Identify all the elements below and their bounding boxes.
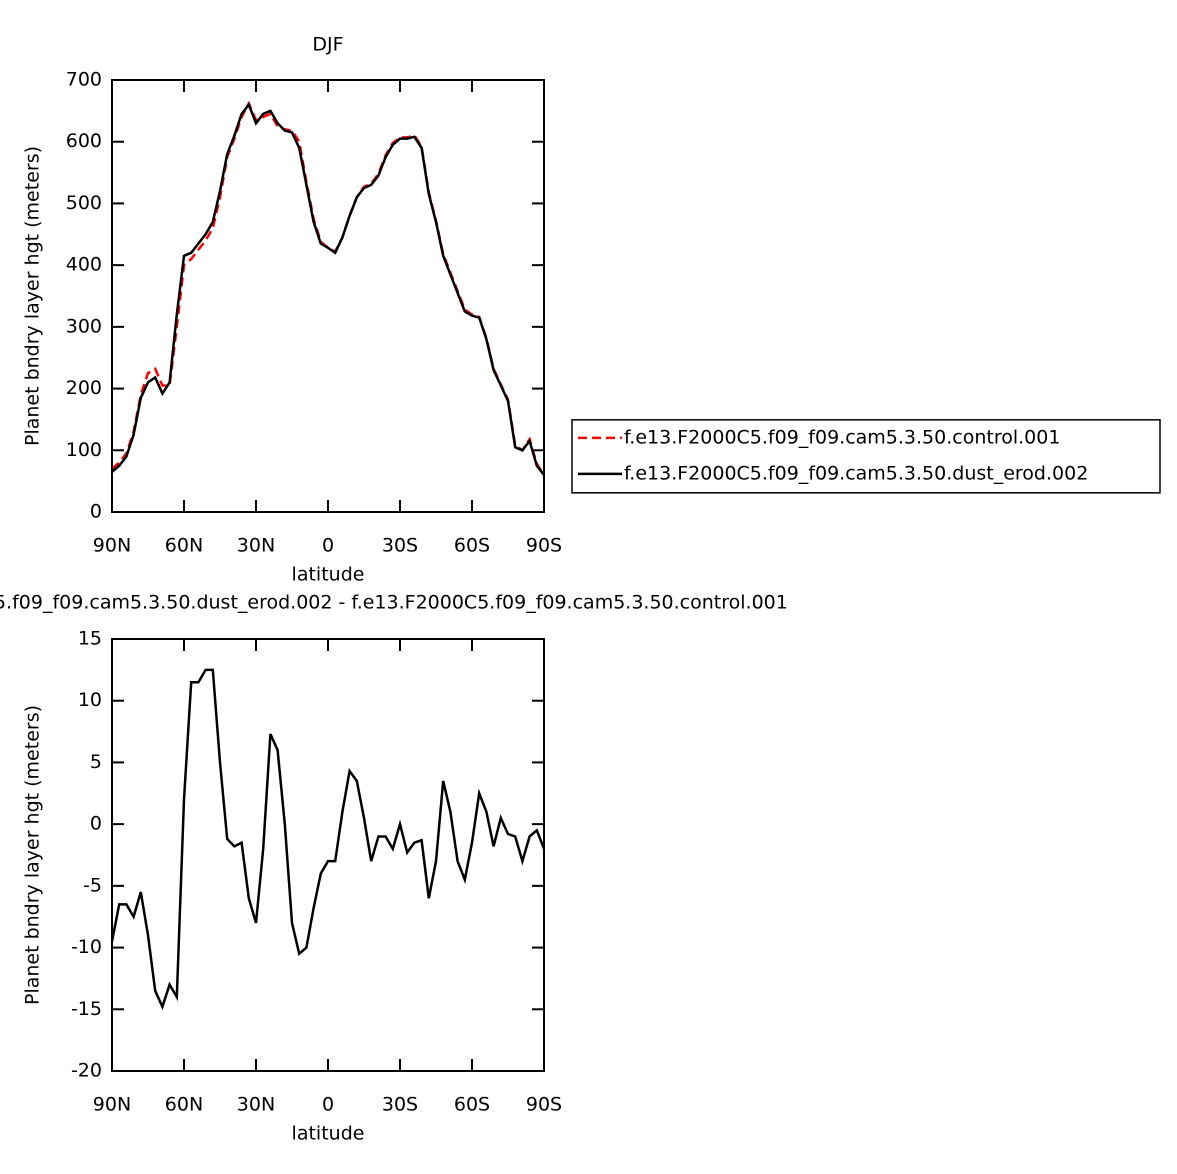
legend-label: f.e13.F2000C5.f09_f09.cam5.3.50.control.… <box>624 426 1060 448</box>
plot-frame <box>111 79 545 513</box>
y-tick-label: -15 <box>71 998 102 1020</box>
x-tick-label: 60N <box>165 1094 203 1116</box>
y-tick-label: -5 <box>83 874 102 896</box>
y-tick-label: -10 <box>71 936 102 958</box>
x-tick-label: 90S <box>526 1094 562 1116</box>
y-tick-label: 10 <box>78 689 102 711</box>
x-tick-label: 90N <box>93 1094 131 1116</box>
x-tick-label: 90N <box>93 535 131 557</box>
chart-title: f.e13.F2000C5.f09_f09.cam5.3.50.dust_ero… <box>0 592 788 614</box>
y-tick-label: -20 <box>71 1060 102 1082</box>
x-tick-label: 60S <box>454 535 490 557</box>
y-tick-label: 600 <box>66 130 102 152</box>
plot-frame <box>111 638 545 1072</box>
y-tick-label: 300 <box>66 315 102 337</box>
y-axis-label: Planet bndry layer hgt (meters) <box>22 146 44 446</box>
legend-box <box>571 419 1161 494</box>
x-tick-label: 30S <box>382 535 418 557</box>
y-tick-label: 100 <box>66 439 102 461</box>
chart-title: DJF <box>312 34 343 56</box>
legend-label: f.e13.F2000C5.f09_f09.cam5.3.50.dust_ero… <box>624 462 1088 484</box>
data-line <box>110 668 546 1011</box>
x-tick-label: 0 <box>322 535 334 557</box>
data-line <box>111 100 546 476</box>
y-tick-label: 0 <box>90 813 102 835</box>
y-tick-label: 500 <box>66 192 102 214</box>
y-tick-label: 0 <box>90 501 102 523</box>
x-axis-label: latitude <box>292 1123 365 1145</box>
x-tick-label: 90S <box>526 535 562 557</box>
x-tick-label: 30S <box>382 1094 418 1116</box>
x-axis-label: latitude <box>292 564 365 586</box>
data-line <box>111 102 545 476</box>
x-tick-label: 0 <box>322 1094 334 1116</box>
x-tick-label: 30N <box>237 1094 275 1116</box>
x-tick-label: 30N <box>237 535 275 557</box>
y-axis-label: Planet bndry layer hgt (meters) <box>22 705 44 1005</box>
y-tick-label: 15 <box>78 628 102 650</box>
y-tick-label: 5 <box>90 751 102 773</box>
x-tick-label: 60N <box>165 535 203 557</box>
x-tick-label: 60S <box>454 1094 490 1116</box>
y-tick-label: 200 <box>66 377 102 399</box>
y-tick-label: 700 <box>66 69 102 91</box>
y-tick-label: 400 <box>66 254 102 276</box>
